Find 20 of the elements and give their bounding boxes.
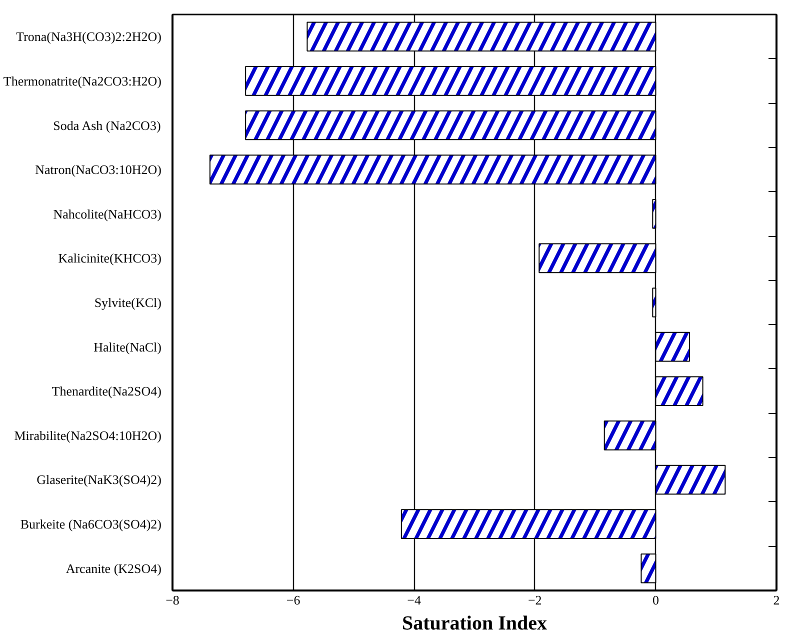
y-tick-label: Halite(NaCl)	[94, 339, 162, 354]
y-tick-label: Thermonatrite(Na2CO3:H2O)	[3, 73, 162, 88]
x-axis-title: Saturation Index	[402, 612, 548, 634]
y-tick-label: Glaserite(NaK3(SO4)2)	[36, 472, 162, 488]
x-tick-label: 2	[773, 592, 780, 608]
x-tick-label: −2	[528, 592, 542, 608]
x-tick-label: −4	[407, 592, 422, 608]
x-tick-label: 0	[652, 592, 659, 608]
y-tick-label: Nahcolite(NaHCO3)	[53, 206, 162, 222]
x-tick-label: −8	[166, 592, 180, 608]
y-tick-label: Trona(Na3H(CO3)2:2H2O)	[16, 29, 162, 44]
y-tick-label: Kalicinite(KHCO3)	[58, 250, 162, 266]
y-tick-label: Burkeite (Na6CO3(SO4)2)	[20, 516, 162, 532]
y-tick-label: Thenardite(Na2SO4)	[52, 384, 162, 399]
y-tick-label: Mirabilite(Na2SO4:10H2O)	[14, 428, 162, 443]
y-tick-label: Natron(NaCO3:10H2O)	[35, 162, 162, 178]
y-tick-label: Arcanite (K2SO4)	[66, 560, 162, 576]
x-tick-label: −6	[286, 592, 301, 608]
y-tick-label: Sylvite(KCl)	[94, 295, 162, 310]
y-tick-label: Soda Ash (Na2CO3)	[53, 118, 161, 133]
